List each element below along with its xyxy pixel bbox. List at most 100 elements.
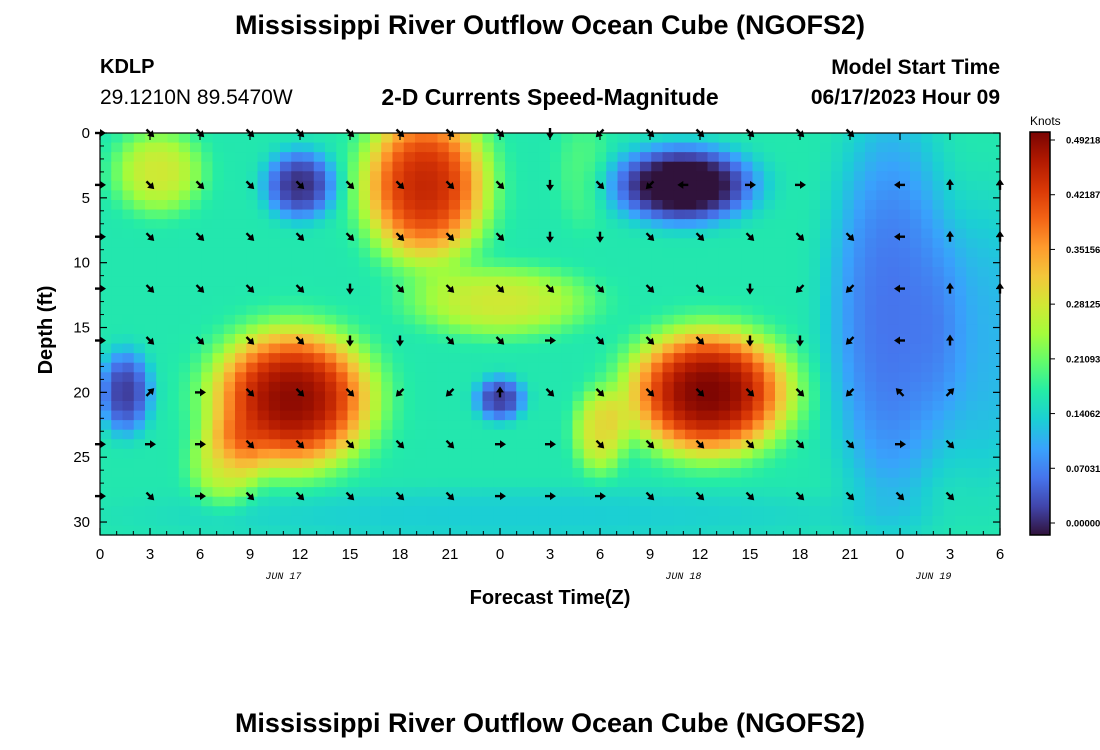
heatmap-cell xyxy=(471,391,484,402)
heatmap-cell xyxy=(392,525,405,536)
heatmap-cell xyxy=(640,190,652,201)
heatmap-cell xyxy=(516,247,529,259)
heatmap-cell xyxy=(786,190,799,201)
heatmap-cell xyxy=(775,448,787,460)
heatmap-cell xyxy=(831,458,844,469)
heatmap-cell xyxy=(988,525,1001,536)
heatmap-cell xyxy=(606,353,619,364)
heatmap-cell xyxy=(741,152,754,163)
heatmap-cell xyxy=(291,391,304,402)
heatmap-cell xyxy=(943,238,956,249)
heatmap-cell xyxy=(730,458,742,469)
heatmap-cell xyxy=(538,381,551,393)
heatmap-cell xyxy=(617,286,630,297)
heatmap-cell xyxy=(313,506,326,517)
heatmap-cell xyxy=(932,496,945,507)
current-vector-arrow xyxy=(496,386,504,398)
heatmap-cell xyxy=(876,238,889,249)
heatmap-cell xyxy=(370,133,382,144)
heatmap-cell xyxy=(550,305,562,316)
heatmap-cell xyxy=(235,401,247,412)
heatmap-cell xyxy=(752,429,765,440)
heatmap-cell xyxy=(336,257,349,268)
heatmap-cell xyxy=(718,401,731,412)
heatmap-cell xyxy=(325,362,337,373)
heatmap-cell xyxy=(156,515,169,527)
heatmap-cell xyxy=(415,286,427,297)
heatmap-cell xyxy=(685,506,697,517)
heatmap-cell xyxy=(662,200,675,211)
heatmap-cell xyxy=(167,372,180,383)
heatmap-cell xyxy=(527,228,540,239)
heatmap-cell xyxy=(640,496,652,507)
heatmap-cell xyxy=(797,286,810,297)
heatmap-cell xyxy=(235,305,247,316)
heatmap-cell xyxy=(347,295,360,306)
heatmap-cell xyxy=(336,506,349,517)
heatmap-cell xyxy=(156,353,169,364)
heatmap-cell xyxy=(808,314,821,326)
heatmap-cell xyxy=(595,161,607,172)
heatmap-cell xyxy=(505,276,517,287)
heatmap-cell xyxy=(831,506,844,517)
heatmap-cell xyxy=(628,209,641,220)
heatmap-cell xyxy=(988,372,1001,383)
heatmap-cell xyxy=(516,477,529,488)
heatmap-cell xyxy=(325,295,337,306)
current-vector-arrow xyxy=(645,128,655,138)
heatmap-cell xyxy=(381,219,394,230)
heatmap-cell xyxy=(392,219,405,230)
heatmap-cell xyxy=(448,477,461,488)
heatmap-cell xyxy=(336,343,349,354)
heatmap-cell xyxy=(325,468,337,479)
heatmap-cell xyxy=(460,496,472,507)
heatmap-cell xyxy=(133,334,146,345)
heatmap-cell xyxy=(358,295,371,306)
current-vector-arrow xyxy=(445,336,455,345)
heatmap-cell xyxy=(212,487,225,498)
heatmap-cell xyxy=(347,525,360,536)
heatmap-cell xyxy=(246,525,259,536)
heatmap-cell xyxy=(617,314,630,326)
heatmap-cell xyxy=(561,343,574,354)
heatmap-cell xyxy=(752,238,765,249)
x-tick-label: 15 xyxy=(742,546,759,563)
heatmap-cell xyxy=(482,468,495,479)
heatmap-cell xyxy=(898,362,911,373)
heatmap-cell xyxy=(853,334,866,345)
heatmap-cell xyxy=(381,448,394,460)
heatmap-cell xyxy=(943,295,956,306)
heatmap-cell xyxy=(685,362,697,373)
heatmap-cell xyxy=(302,219,315,230)
heatmap-cell xyxy=(628,334,641,345)
heatmap-cell xyxy=(955,506,967,517)
heatmap-cell xyxy=(100,228,112,239)
current-vector-arrow xyxy=(545,492,556,501)
current-vector-arrow xyxy=(894,180,905,189)
current-vector-arrow xyxy=(195,492,206,501)
heatmap-cell xyxy=(685,171,697,182)
heatmap-cell xyxy=(617,238,630,249)
heatmap-cell xyxy=(988,353,1001,364)
heatmap-cell xyxy=(235,372,247,383)
heatmap-cell xyxy=(775,228,787,239)
heatmap-cell xyxy=(178,152,191,163)
heatmap-cell xyxy=(178,324,191,335)
heatmap-cell xyxy=(313,420,326,431)
heatmap-cell xyxy=(392,247,405,259)
heatmap-cell xyxy=(133,372,146,383)
heatmap-cell xyxy=(212,209,225,220)
heatmap-cell xyxy=(696,314,709,326)
heatmap-cell xyxy=(347,267,360,278)
heatmap-cell xyxy=(763,324,776,335)
heatmap-cell xyxy=(741,247,754,259)
heatmap-cell xyxy=(313,362,326,373)
heatmap-cell xyxy=(437,429,450,440)
heatmap-cell xyxy=(763,391,776,402)
heatmap-cell xyxy=(775,295,787,306)
heatmap-cell xyxy=(235,180,247,192)
heatmap-cell xyxy=(212,180,225,192)
heatmap-cell xyxy=(448,180,461,192)
heatmap-cell xyxy=(358,190,371,201)
heatmap-cell xyxy=(291,257,304,268)
